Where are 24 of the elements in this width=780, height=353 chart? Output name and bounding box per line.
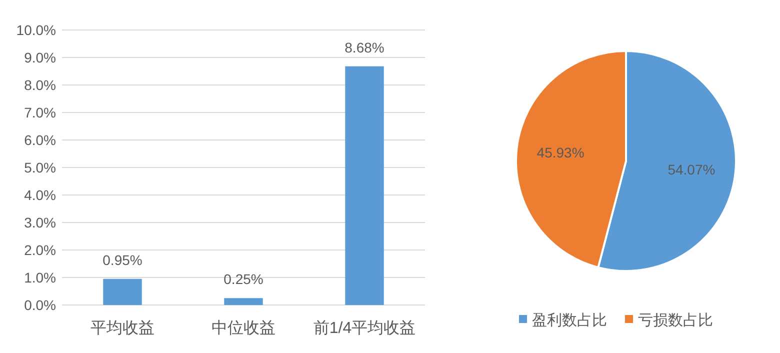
y-tick-label: 4.0% [24, 187, 56, 203]
legend-label: 盈利数占比 [532, 312, 607, 329]
bar [103, 278, 142, 305]
legend-label: 亏损数占比 [638, 312, 713, 329]
x-tick-label: 平均收益 [90, 319, 154, 337]
y-tick-label: 6.0% [24, 132, 56, 148]
data-label: 0.95% [102, 252, 142, 268]
y-tick-label: 0.0% [24, 297, 56, 313]
y-tick-label: 9.0% [24, 50, 56, 66]
y-tick-label: 5.0% [24, 160, 56, 176]
data-label: 54.07% [668, 161, 716, 178]
y-tick-label: 10.0% [16, 22, 56, 38]
x-tick-label: 中位收益 [212, 319, 276, 337]
y-tick-label: 7.0% [24, 104, 56, 120]
bar [345, 66, 384, 305]
y-tick-label: 2.0% [24, 242, 56, 258]
data-label: 45.93% [536, 144, 584, 161]
data-label: 0.25% [224, 271, 264, 288]
data-label: 8.68% [344, 39, 384, 56]
bar [224, 298, 263, 305]
y-tick-label: 8.0% [24, 77, 56, 93]
y-tick-label: 3.0% [24, 214, 56, 230]
y-tick-label: 1.0% [24, 270, 56, 286]
x-tick-label: 前1/4平均收益 [313, 319, 416, 337]
